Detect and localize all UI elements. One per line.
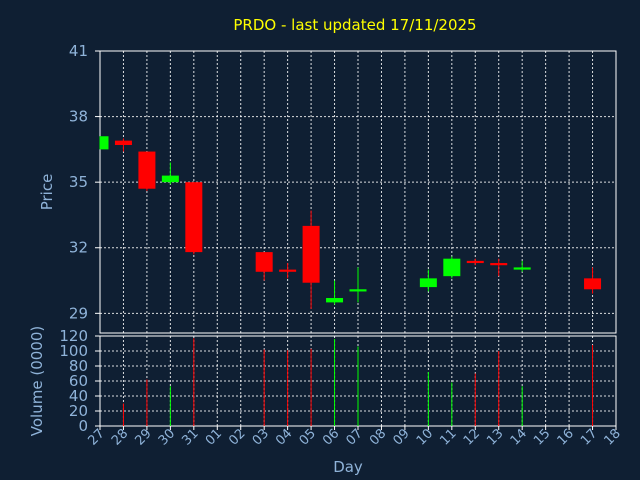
candle-body [349, 289, 367, 292]
chart-title: PRDO - last updated 17/11/2025 [233, 16, 476, 34]
day-tick-label: 05 [297, 426, 319, 448]
price-panel-frame [99, 50, 617, 334]
day-tick-label: 12 [461, 426, 483, 448]
day-tick-label: 10 [414, 426, 436, 448]
candle-body [490, 263, 508, 266]
price-candles [99, 136, 602, 309]
candle-body [185, 182, 203, 253]
candle-body [255, 252, 273, 272]
candle-body [584, 278, 602, 290]
day-tick-label: 08 [367, 426, 389, 448]
day-tick-label: 18 [602, 426, 624, 448]
price-tick-label: 35 [69, 173, 88, 191]
day-tick-label: 13 [484, 426, 506, 448]
day-tick-label: 27 [86, 426, 108, 448]
day-tick-label: 06 [320, 426, 342, 448]
volume-tick-label: 0 [78, 417, 88, 435]
price-tick-label: 32 [69, 239, 88, 257]
volume-tick-label: 40 [69, 387, 88, 405]
volume-tick-label: 60 [69, 372, 88, 390]
candle-body [419, 278, 437, 288]
day-tick-label: 14 [508, 426, 530, 448]
candle-body [326, 298, 344, 303]
candle-body [114, 140, 132, 145]
volume-axis-label: Volume (0000) [28, 326, 46, 436]
candle-body [161, 175, 179, 183]
day-tick-label: 09 [390, 426, 412, 448]
candle-body [443, 258, 461, 277]
day-tick-label: 28 [109, 426, 131, 448]
price-tick-label: 29 [69, 304, 88, 322]
day-tick-label: 11 [437, 426, 459, 448]
price-tick-label: 38 [69, 108, 88, 126]
candle-body [100, 136, 109, 150]
volume-tick-label: 80 [69, 357, 88, 375]
day-tick-label: 01 [203, 426, 225, 448]
day-tick-label: 03 [250, 426, 272, 448]
volume-bars [122, 338, 594, 426]
day-tick-label: 04 [273, 426, 295, 448]
volume-tick-label: 100 [59, 342, 88, 360]
day-tick-label: 16 [555, 426, 577, 448]
price-axis-label: Price [38, 174, 56, 211]
volume-tick-label: 20 [69, 402, 88, 420]
candle-body [138, 151, 156, 189]
x-axis-label: Day [333, 458, 363, 476]
day-tick-label: 02 [226, 426, 248, 448]
day-tick-label: 29 [132, 426, 154, 448]
day-tick-label: 30 [156, 426, 178, 448]
volume-tick-label: 120 [59, 327, 88, 345]
day-tick-label: 31 [179, 426, 201, 448]
price-tick-label: 41 [69, 42, 88, 60]
day-axis-ticks: 27 28 29 30 31 01 02 03 04 05 06 07 08 09 10 11 12 13 14 15… [86, 426, 624, 449]
day-tick-label: 07 [344, 426, 366, 448]
day-tick-label: 15 [531, 426, 553, 448]
candle-body [466, 260, 484, 264]
day-tick-label: 17 [578, 426, 600, 448]
price-axis-ticks: 29 32 35 38 41 [69, 42, 100, 322]
candle-body [513, 267, 531, 270]
candle-body [279, 269, 297, 272]
candle-body [302, 225, 320, 283]
